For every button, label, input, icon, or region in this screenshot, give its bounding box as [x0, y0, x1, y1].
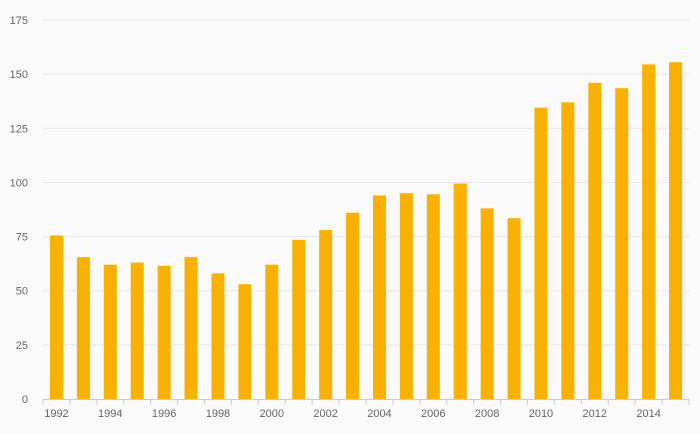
bar-2006 [426, 194, 440, 399]
bar-2009 [507, 218, 521, 399]
y-tick-label: 25 [16, 340, 28, 352]
x-tick-label: 1996 [152, 408, 176, 420]
bar-1999 [238, 284, 252, 399]
bar-2001 [292, 239, 306, 399]
bar-1996 [157, 265, 171, 399]
gridlines [43, 19, 689, 346]
x-axis-ticks [42, 399, 690, 405]
y-tick-label: 100 [10, 177, 28, 189]
bar-1994 [103, 264, 117, 399]
bar-2013 [615, 88, 629, 399]
bar-2008 [480, 208, 494, 399]
x-tick-label: 1994 [98, 408, 122, 420]
x-tick-label: 1998 [206, 408, 230, 420]
x-tick-label: 2004 [367, 408, 391, 420]
x-tick-label: 1992 [44, 408, 68, 420]
x-tick-label: 2012 [583, 408, 607, 420]
x-tick-label: 2000 [260, 408, 284, 420]
y-tick-label: 175 [10, 15, 28, 27]
bar-2015 [669, 62, 683, 399]
bar-1995 [130, 262, 144, 399]
y-tick-label: 0 [22, 394, 28, 406]
y-tick-label: 75 [16, 232, 28, 244]
x-tick-label: 2002 [313, 408, 337, 420]
y-tick-label: 125 [10, 123, 28, 135]
x-tick-label: 2014 [636, 408, 660, 420]
bar-1998 [211, 273, 225, 399]
x-tick-label: 2006 [421, 408, 445, 420]
bar-2003 [346, 212, 360, 399]
x-tick-label: 2008 [475, 408, 499, 420]
bar-1997 [184, 257, 198, 399]
y-tick-label: 150 [10, 69, 28, 81]
bar-2007 [453, 183, 467, 399]
bar-2012 [588, 82, 602, 399]
bar-2004 [372, 195, 386, 399]
bar-2014 [642, 64, 656, 399]
x-tick-label: 2010 [529, 408, 553, 420]
bar-1993 [76, 257, 90, 399]
y-axis-labels: 0 25 50 75 100 125 150 175 [10, 15, 28, 406]
bar-2005 [399, 193, 413, 399]
bar-2010 [534, 107, 548, 399]
bar-2002 [319, 230, 333, 399]
bar-1992 [49, 235, 63, 399]
bar-2000 [265, 264, 279, 399]
bar-2011 [561, 102, 575, 399]
bars [49, 62, 683, 399]
y-tick-label: 50 [16, 286, 28, 298]
x-axis-labels: 1992 1994 1996 1998 2000 2002 2004 2006 2008 2010… [44, 408, 661, 420]
